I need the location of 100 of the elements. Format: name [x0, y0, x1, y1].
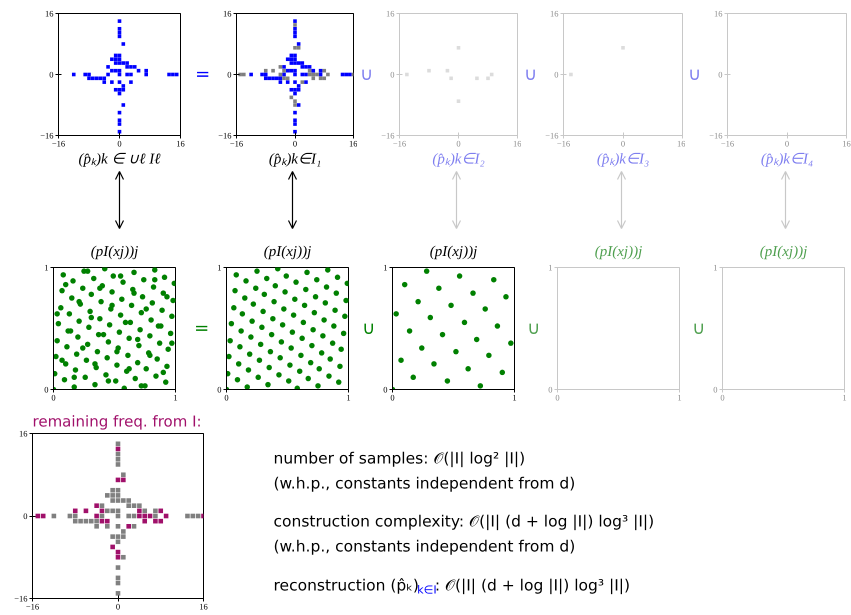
- point: [153, 518, 158, 524]
- point: [132, 503, 136, 508]
- point: [322, 76, 326, 80]
- x-tick-label: −16: [392, 138, 406, 148]
- point: [126, 514, 131, 518]
- point: [419, 345, 425, 351]
- x-tick-label: 0: [116, 602, 120, 612]
- point: [282, 72, 286, 76]
- point: [293, 46, 297, 50]
- point: [132, 514, 136, 518]
- point: [125, 72, 129, 76]
- point: [453, 348, 459, 354]
- x-tick-label: 0: [117, 138, 122, 148]
- point: [118, 30, 122, 34]
- point: [116, 478, 120, 482]
- text: (w.h.p., constants independent from d): [274, 538, 576, 556]
- point: [456, 46, 460, 50]
- point: [118, 68, 122, 72]
- point: [110, 508, 115, 514]
- x-tick-label: 16: [842, 138, 851, 148]
- point: [424, 268, 430, 274]
- y-tick-label: −16: [709, 130, 723, 140]
- point: [304, 72, 308, 76]
- point: [278, 80, 282, 84]
- point: [121, 478, 126, 482]
- x-tick-label: 1: [346, 392, 351, 402]
- point: [122, 84, 126, 88]
- point: [100, 503, 104, 508]
- y-tick-label: 0: [554, 70, 558, 80]
- point: [406, 328, 412, 334]
- chart-title: (pI(xj))j: [264, 244, 312, 260]
- point: [282, 68, 286, 72]
- point: [116, 591, 120, 596]
- point: [136, 68, 140, 72]
- point: [478, 383, 484, 389]
- point: [290, 57, 294, 62]
- point: [278, 72, 282, 76]
- point: [116, 498, 120, 503]
- point: [415, 298, 421, 304]
- point: [290, 68, 294, 72]
- point: [271, 68, 275, 72]
- point: [114, 88, 118, 92]
- point: [148, 514, 152, 518]
- y-tick-label: 0: [44, 384, 48, 394]
- point: [300, 72, 304, 76]
- point: [144, 72, 148, 76]
- point: [137, 514, 142, 518]
- point: [300, 61, 304, 65]
- point: [293, 122, 297, 126]
- point: [78, 518, 83, 524]
- point: [94, 518, 99, 524]
- point: [121, 554, 126, 560]
- point: [118, 110, 122, 114]
- point: [118, 72, 122, 76]
- point: [116, 565, 120, 570]
- point: [318, 68, 322, 72]
- point: [398, 357, 404, 363]
- point: [167, 72, 171, 76]
- point: [311, 76, 316, 80]
- point: [122, 61, 126, 65]
- point: [100, 508, 104, 514]
- point: [118, 61, 122, 65]
- text: number of samples: 𝒪(|I| log² |I|): [274, 450, 526, 468]
- point: [100, 514, 104, 518]
- point: [293, 118, 297, 122]
- point: [94, 514, 99, 518]
- point: [315, 72, 319, 76]
- point: [87, 76, 91, 80]
- chart-title: (pI(xj))j: [90, 244, 138, 260]
- point: [446, 68, 450, 72]
- point: [125, 65, 129, 69]
- x-tick-label: 16: [677, 138, 686, 148]
- point: [402, 282, 408, 288]
- point: [116, 550, 120, 554]
- point: [129, 80, 133, 84]
- text: ∪: [360, 64, 374, 85]
- chart-title: remaining freq. from I:: [32, 412, 202, 430]
- point: [84, 508, 88, 514]
- point: [296, 46, 300, 50]
- point: [83, 72, 87, 76]
- point: [94, 76, 98, 80]
- point: [116, 493, 120, 498]
- x-tick-label: 16: [199, 602, 208, 612]
- point: [290, 88, 294, 92]
- y-tick-label: 0: [227, 70, 232, 80]
- point: [238, 72, 242, 76]
- point: [102, 80, 106, 84]
- x-axis-title: (p̂ₖ)k∈I₃: [596, 152, 650, 168]
- point: [153, 514, 158, 518]
- text: ∪: [692, 318, 706, 339]
- x-tick-label: 16: [513, 138, 522, 148]
- text: construction complexity: 𝒪(|I| (d + log |I|) log³ |I|): [274, 512, 654, 530]
- point: [129, 65, 133, 69]
- point: [293, 26, 297, 31]
- point: [264, 68, 268, 72]
- y-tick-label: 16: [386, 8, 394, 18]
- x-tick-label: 16: [176, 138, 185, 148]
- x-axis-title: (p̂ₖ)k∈I₄: [760, 152, 814, 168]
- point: [448, 302, 454, 308]
- point: [116, 446, 120, 452]
